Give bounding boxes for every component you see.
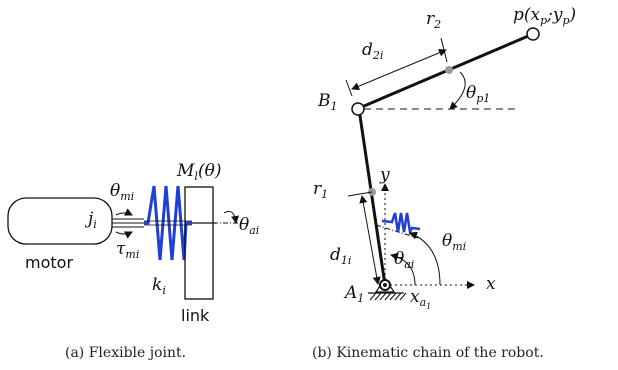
link-block	[184, 186, 214, 300]
link-label: link	[181, 306, 210, 325]
endpoint-p	[526, 27, 540, 41]
theta-mi-label: θmi	[442, 231, 466, 253]
theta-m-arrow	[115, 208, 133, 216]
tau-arrow	[115, 231, 133, 239]
theta-p1-label: θp1	[466, 83, 490, 105]
joint-b1	[351, 102, 365, 116]
caption-a: (a) Flexible joint.	[65, 345, 186, 361]
r1-tick	[347, 191, 373, 197]
panel-b-kinematic-chain: p(xp;yp) r2 d2i θp1 B1 y r1 d1i θmi θai …	[312, 5, 576, 361]
tau-label: τmi	[116, 239, 139, 261]
theta-p1-arc	[449, 71, 466, 110]
r2-tick	[440, 37, 448, 63]
motor-shaft	[112, 218, 144, 228]
panel-a-flexible-joint: motor ji θmi τmi ki link Ml(θ) θai (a) F…	[7, 161, 259, 361]
mass-label: Ml(θ)	[176, 161, 221, 183]
r2-label: r2	[426, 9, 441, 31]
a1-label: A1	[343, 283, 364, 305]
point-p-label: p(xp;yp)	[513, 5, 576, 27]
d2-tick-left	[345, 79, 353, 97]
theta-ai-arc	[390, 252, 416, 286]
motor-label: motor	[25, 253, 73, 272]
caption-b: (b) Kinematic chain of the robot.	[312, 345, 544, 361]
d2-label: d2i	[362, 40, 383, 62]
spring-label: ki	[152, 275, 166, 297]
x-axis-label: x	[486, 274, 496, 294]
link-1	[357, 108, 387, 286]
theta-m-label: θmi	[110, 181, 134, 203]
ground-hatch	[369, 292, 407, 301]
xa-label: xa1	[410, 287, 431, 311]
y-axis-label: y	[379, 165, 390, 185]
b1-label: B1	[317, 91, 338, 113]
theta-a-arrow	[223, 210, 240, 224]
joint-a1-center	[383, 283, 387, 287]
joint-spring	[381, 212, 421, 237]
theta-ai-label: θai	[394, 249, 414, 271]
d1-dimension-line	[359, 195, 381, 285]
theta-mi-arc	[409, 231, 441, 286]
theta-a-label: θai	[239, 215, 259, 237]
d2-dimension-line	[351, 48, 447, 91]
link-2	[356, 32, 534, 111]
com-link-2	[445, 66, 453, 74]
motor-body	[7, 197, 113, 245]
inertia-label: ji	[84, 209, 97, 231]
r1-label: r1	[313, 179, 328, 201]
d1-label: d1i	[330, 245, 351, 267]
